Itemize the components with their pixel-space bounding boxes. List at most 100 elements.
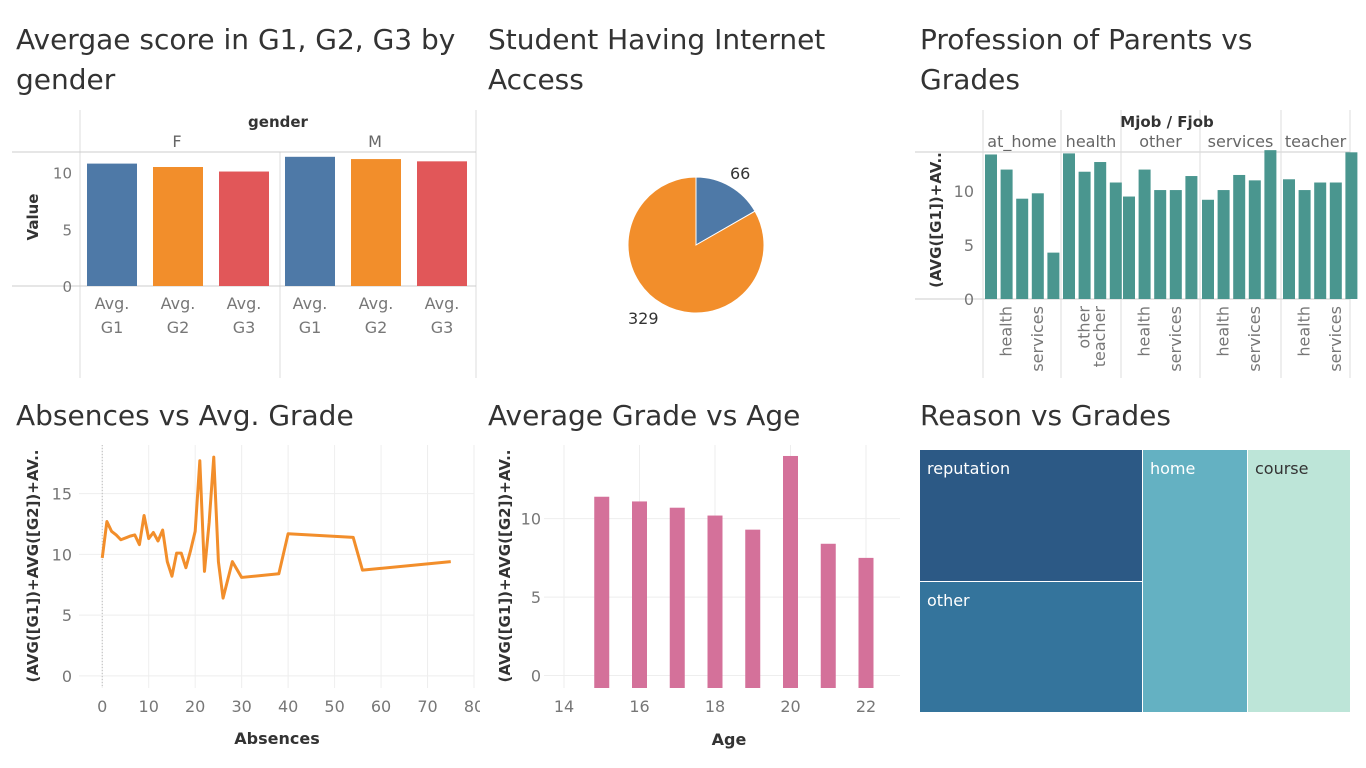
jobs-bar (1016, 198, 1029, 299)
absences-x-label: Absences (234, 729, 319, 748)
absences-y-tick: 15 (52, 485, 72, 504)
gender-panel: Avergae score in G1, G2, G3 by gender ge… (0, 0, 480, 390)
absences-y-tick: 0 (62, 667, 72, 686)
gender-x-tick-line2: G2 (167, 318, 190, 337)
pie-slice (695, 176, 756, 246)
jobs-bar (1329, 182, 1342, 299)
age-bar (594, 496, 610, 688)
gender-x-tick-line2: G1 (101, 318, 124, 337)
jobs-bar (1345, 152, 1358, 299)
jobs-bar (1283, 179, 1295, 299)
age-bar (669, 507, 685, 688)
gender-x-tick-line1: Avg. (227, 294, 262, 313)
absences-x-tick: 70 (417, 697, 437, 716)
absences-y-tick: 10 (52, 545, 72, 564)
jobs-x-tick: services (1245, 306, 1264, 372)
absences-x-tick: 20 (185, 697, 205, 716)
age-y-tick: 0 (531, 666, 541, 685)
age-bar (858, 557, 874, 688)
jobs-bar (1185, 176, 1198, 299)
gender-bar (153, 167, 203, 286)
jobs-bar (1202, 199, 1214, 299)
age-title: Average Grade vs Age (488, 399, 801, 432)
absences-x-tick: 40 (278, 697, 298, 716)
age-x-tick: 14 (554, 697, 574, 716)
absences-x-tick: 80 (464, 697, 480, 716)
jobs-x-tick: health (997, 306, 1016, 357)
treemap-cell-reputation[interactable]: reputation (920, 450, 1142, 581)
absences-x-tick: 30 (231, 697, 251, 716)
jobs-group-label-at_home: at_home (987, 132, 1056, 152)
gender-group-label-M: M (368, 132, 382, 151)
age-x-tick: 22 (856, 697, 876, 716)
treemap-cell-home[interactable]: home (1143, 450, 1247, 712)
treemap-label-home: home (1150, 459, 1196, 478)
jobs-bar (1248, 180, 1261, 299)
jobs-title: Profession of Parents vs Grades (920, 23, 1253, 96)
gender-y-label: Value (24, 194, 42, 241)
age-bar (783, 455, 798, 688)
jobs-x-tick: health (1214, 306, 1233, 357)
age-y-tick: 5 (531, 588, 541, 607)
gender-group-label-F: F (172, 132, 181, 151)
jobs-x-tick: services (1326, 306, 1345, 372)
gender-chart: gender Value 0 5 10 F Avg. G1 Avg. G2 Avg. G3 M Avg. G… (12, 110, 477, 378)
jobs-x-tick: health (1135, 306, 1154, 357)
jobs-bar (1154, 190, 1167, 299)
jobs-x-tick: health (1295, 306, 1314, 357)
absences-x-tick: 10 (139, 697, 159, 716)
absences-x-tick: 60 (371, 697, 391, 716)
absences-panel: Absences vs Avg. Grade 0 10 20 30 40 50 60 70 80… (0, 390, 480, 768)
jobs-chart: Mjob / Fjob(AVG([G1])+AV..0510at_homehea… (915, 110, 1358, 378)
gender-x-tick-line2: G2 (365, 318, 388, 337)
treemap-label-reputation: reputation (927, 459, 1011, 478)
treemap-cell-course[interactable]: course (1248, 450, 1350, 712)
jobs-bar (1047, 252, 1060, 299)
jobs-x-tick: other (1075, 306, 1094, 349)
age-x-label: Age (712, 730, 747, 749)
gender-y-tick: 10 (53, 165, 72, 183)
internet-title: Student Having Internet Access (488, 23, 826, 96)
age-panel: Average Grade vs Age 14 16 18 20 22 0 5 10 (AVG(… (480, 390, 900, 768)
jobs-bar (1217, 190, 1230, 299)
internet-pie-chart: 66 329 (627, 164, 765, 328)
jobs-bar (1109, 182, 1122, 299)
age-x-tick: 18 (705, 697, 725, 716)
jobs-y-tick: 0 (964, 290, 974, 309)
absences-x-tick: 50 (324, 697, 344, 716)
jobs-panel: Profession of Parents vs Grades Mjob / F… (900, 0, 1366, 390)
gender-x-tick-line1: Avg. (95, 294, 130, 313)
gender-x-tick-line2: G3 (431, 318, 454, 337)
jobs-bar (1264, 150, 1277, 299)
age-y-tick: 10 (521, 510, 541, 529)
gender-y-tick: 0 (62, 278, 72, 296)
jobs-bar (1233, 174, 1246, 299)
jobs-bar (1094, 162, 1107, 299)
jobs-group-label-teacher: teacher (1285, 132, 1347, 151)
jobs-column-header: Mjob / Fjob (1120, 113, 1214, 131)
gender-column-header: gender (248, 113, 309, 131)
gender-x-tick-line1: Avg. (293, 294, 328, 313)
jobs-bar (1169, 190, 1182, 299)
gender-bar (351, 159, 401, 286)
gender-bar (87, 163, 137, 286)
gender-y-tick: 5 (62, 221, 72, 239)
jobs-group-label-health: health (1066, 132, 1117, 151)
jobs-bar (1138, 169, 1151, 299)
gender-x-tick-line1: Avg. (425, 294, 460, 313)
age-x-tick: 16 (629, 697, 649, 716)
jobs-y-tick: 10 (954, 182, 974, 201)
jobs-bar (1298, 190, 1311, 299)
jobs-y-label: (AVG([G1])+AV.. (927, 152, 945, 288)
age-chart: 14 16 18 20 22 0 5 10 (AVG([G1])+AVG([G2])+AV.. A… (496, 445, 900, 749)
jobs-bar (1078, 171, 1091, 299)
absences-y-label: (AVG([G1])+AVG([G2])+AV.. (24, 449, 42, 682)
age-bar (632, 501, 647, 688)
jobs-group-label-other: other (1139, 132, 1182, 151)
treemap-cell-other[interactable]: other (920, 582, 1142, 712)
gender-x-tick-line2: G3 (233, 318, 256, 337)
absences-title: Absences vs Avg. Grade (16, 399, 354, 432)
gender-x-tick-line2: G1 (299, 318, 322, 337)
internet-panel: Student Having Internet Access 66 329 (480, 0, 900, 390)
pie-slice (627, 176, 765, 314)
